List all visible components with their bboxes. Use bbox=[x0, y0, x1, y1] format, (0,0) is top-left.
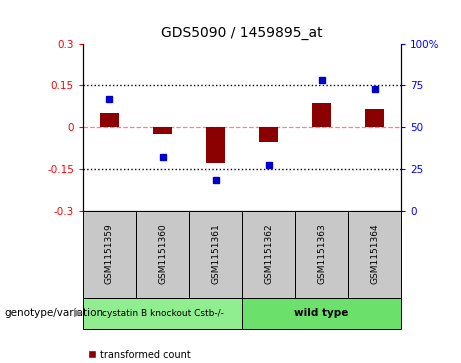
Bar bbox=[206, 127, 225, 163]
Bar bbox=[136, 211, 189, 298]
Bar bbox=[83, 298, 242, 329]
Title: GDS5090 / 1459895_at: GDS5090 / 1459895_at bbox=[161, 26, 323, 40]
Text: genotype/variation: genotype/variation bbox=[5, 308, 104, 318]
Text: GSM1151363: GSM1151363 bbox=[317, 224, 326, 285]
Text: GSM1151364: GSM1151364 bbox=[370, 224, 379, 285]
Bar bbox=[153, 127, 172, 134]
Text: GSM1151362: GSM1151362 bbox=[264, 224, 273, 285]
Bar bbox=[83, 211, 136, 298]
Text: ▶: ▶ bbox=[74, 308, 82, 318]
Bar bbox=[259, 127, 278, 142]
Text: wild type: wild type bbox=[295, 308, 349, 318]
Bar bbox=[189, 211, 242, 298]
Bar bbox=[100, 113, 119, 127]
Bar bbox=[312, 103, 331, 127]
Text: GSM1151361: GSM1151361 bbox=[211, 224, 220, 285]
Text: GSM1151360: GSM1151360 bbox=[158, 224, 167, 285]
Bar bbox=[242, 211, 295, 298]
Bar bbox=[348, 211, 401, 298]
Bar bbox=[365, 109, 384, 127]
Bar bbox=[242, 298, 401, 329]
Legend: transformed count, percentile rank within the sample: transformed count, percentile rank withi… bbox=[88, 350, 266, 363]
Text: GSM1151359: GSM1151359 bbox=[105, 224, 114, 285]
Text: cystatin B knockout Cstb-/-: cystatin B knockout Cstb-/- bbox=[101, 309, 224, 318]
Bar bbox=[295, 211, 348, 298]
